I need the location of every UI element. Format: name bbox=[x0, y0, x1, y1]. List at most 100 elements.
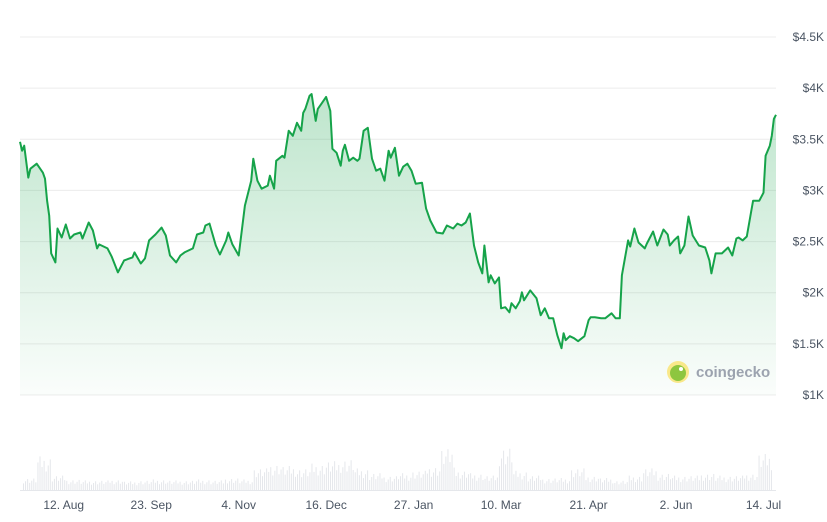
volume-bar bbox=[412, 472, 414, 490]
volume-bar bbox=[400, 476, 402, 490]
volume-bar bbox=[486, 476, 488, 490]
volume-bar bbox=[367, 470, 369, 490]
volume-bar bbox=[676, 480, 678, 490]
volume-bar bbox=[47, 465, 49, 490]
volume-bar bbox=[255, 477, 257, 490]
volume-bar bbox=[517, 476, 519, 490]
volume-bar bbox=[327, 462, 329, 490]
volume-bar bbox=[187, 484, 189, 490]
volume-bar bbox=[414, 478, 416, 490]
volume-bar bbox=[62, 475, 64, 490]
volume-bar bbox=[729, 476, 731, 490]
volume-bar bbox=[86, 483, 88, 490]
volume-bar bbox=[117, 480, 119, 490]
volume-bar bbox=[634, 482, 636, 490]
volume-bar bbox=[690, 476, 692, 490]
volume-bar bbox=[649, 472, 651, 490]
y-tick-label: $1K bbox=[803, 388, 824, 402]
volume-bar bbox=[498, 466, 500, 490]
volume-bar bbox=[315, 467, 317, 490]
y-tick-label: $4.5K bbox=[793, 30, 824, 44]
volume-bar bbox=[121, 481, 123, 490]
volume-bar bbox=[490, 478, 492, 490]
volume-bar bbox=[68, 484, 70, 490]
volume-bar bbox=[266, 468, 268, 490]
volume-bar bbox=[148, 483, 150, 490]
volume-bar bbox=[719, 475, 721, 490]
volume-bar bbox=[552, 480, 554, 490]
volume-bar bbox=[754, 480, 756, 490]
volume-bar bbox=[573, 477, 575, 490]
volume-bar bbox=[548, 479, 550, 490]
volume-bar bbox=[319, 470, 321, 490]
volume-bar bbox=[179, 481, 181, 490]
volume-bar bbox=[226, 483, 228, 490]
volume-bar bbox=[482, 480, 484, 490]
volume-bar bbox=[659, 477, 661, 490]
volume-bar bbox=[758, 455, 760, 490]
price-area-fill bbox=[20, 94, 776, 395]
volume-bar bbox=[569, 481, 571, 490]
volume-bar bbox=[451, 454, 453, 490]
volume-bar bbox=[686, 481, 688, 490]
y-tick-label: $2.5K bbox=[793, 235, 824, 249]
x-tick-label: 10. Mar bbox=[481, 498, 522, 512]
volume-bar bbox=[307, 476, 309, 490]
volume-bar bbox=[362, 478, 364, 490]
volume-bar bbox=[402, 473, 404, 490]
volume-bar bbox=[604, 480, 606, 490]
volume-bar bbox=[276, 465, 278, 490]
volume-bar bbox=[53, 478, 55, 490]
volume-bar bbox=[142, 484, 144, 490]
volume-bar bbox=[25, 481, 27, 490]
volume-bar bbox=[463, 471, 465, 490]
volume-bar bbox=[628, 475, 630, 490]
volume-bar bbox=[533, 480, 535, 490]
volume-bar bbox=[39, 456, 41, 490]
volume-bar bbox=[262, 476, 264, 490]
volume-bar bbox=[665, 476, 667, 490]
volume-bar bbox=[249, 484, 251, 490]
x-tick-label: 14. Jul bbox=[746, 498, 781, 512]
volume-bar bbox=[224, 479, 226, 490]
volume-bar bbox=[109, 482, 111, 490]
volume-bar bbox=[241, 481, 243, 490]
volume-bar bbox=[334, 461, 336, 490]
volume-bar bbox=[684, 476, 686, 490]
volume-bar bbox=[389, 476, 391, 490]
volume-bar bbox=[37, 462, 39, 490]
volume-bar bbox=[591, 479, 593, 490]
volume-bar bbox=[27, 479, 29, 490]
volume-bar bbox=[371, 476, 373, 490]
x-axis: 12. Aug 23. Sep 4. Nov 16. Dec 27. Jan 10. Ma… bbox=[43, 498, 781, 512]
volume-bar bbox=[737, 480, 739, 490]
volume-bar bbox=[138, 482, 140, 490]
volume-bar bbox=[202, 480, 204, 490]
volume-bar bbox=[494, 480, 496, 490]
volume-bar bbox=[538, 475, 540, 490]
volume-bar bbox=[748, 480, 750, 490]
y-tick-label: $2K bbox=[803, 286, 824, 300]
volume-bar bbox=[373, 473, 375, 490]
x-tick-label: 12. Aug bbox=[43, 498, 84, 512]
volume-bar bbox=[606, 478, 608, 490]
volume-bar bbox=[601, 482, 603, 490]
volume-bar bbox=[290, 473, 292, 490]
volume-bar bbox=[385, 482, 387, 490]
volume-bar bbox=[488, 480, 490, 490]
volume-bar bbox=[342, 467, 344, 490]
y-tick-label: $3.5K bbox=[793, 132, 824, 146]
volume-bar bbox=[707, 474, 709, 490]
volume-bar bbox=[558, 480, 560, 490]
volume-bar bbox=[286, 470, 288, 490]
volume-bar bbox=[365, 474, 367, 490]
volume-bar bbox=[435, 468, 437, 490]
volume-bar bbox=[562, 481, 564, 490]
volume-bar bbox=[177, 483, 179, 490]
volume-bar bbox=[587, 477, 589, 490]
volume-bar bbox=[447, 449, 449, 490]
volume-bar bbox=[612, 483, 614, 490]
volume-bar bbox=[317, 475, 319, 490]
volume-bar bbox=[204, 484, 206, 490]
